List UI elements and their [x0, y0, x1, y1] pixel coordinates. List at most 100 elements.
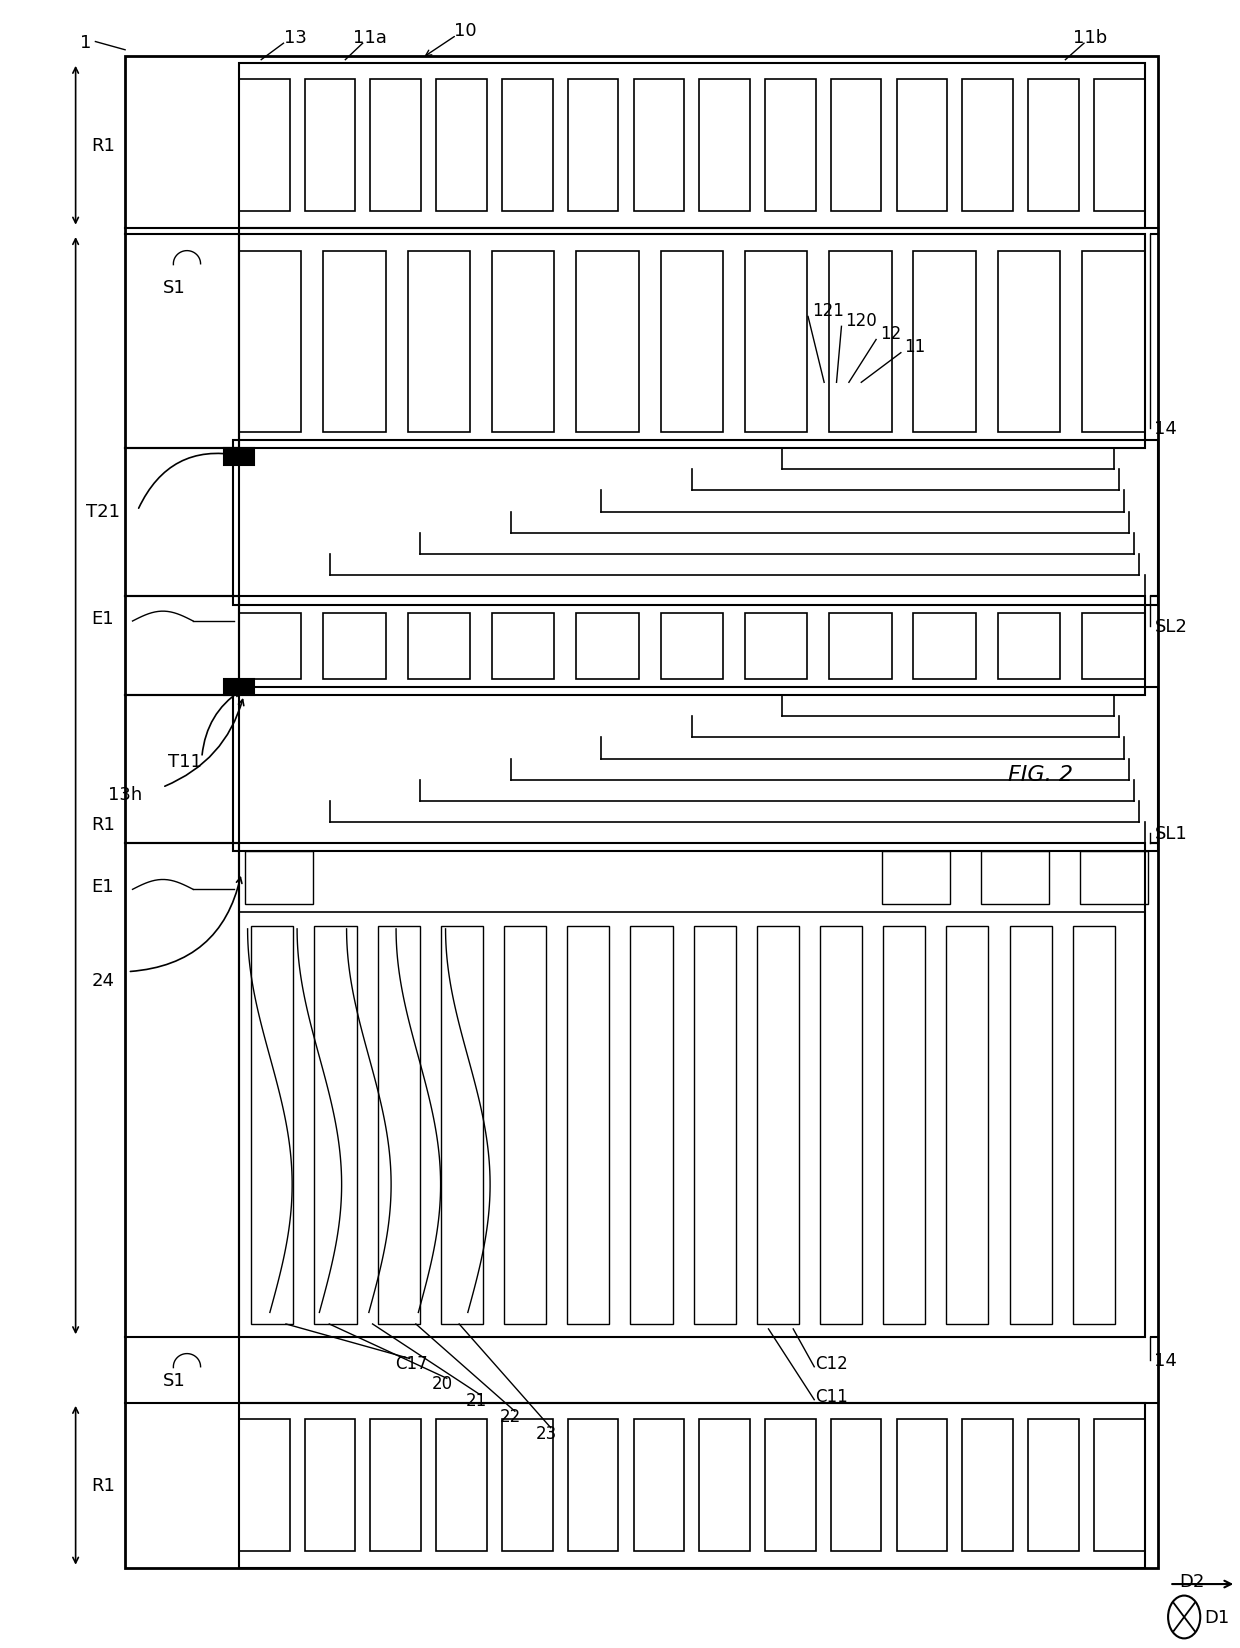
Text: T21: T21: [86, 503, 120, 521]
Bar: [239, 1419, 289, 1551]
Bar: [492, 252, 554, 432]
Bar: [1094, 1419, 1145, 1551]
Bar: [661, 252, 723, 432]
Text: 1: 1: [79, 33, 92, 51]
Text: S1: S1: [164, 279, 186, 297]
Text: SL2: SL2: [1154, 618, 1188, 636]
Text: 120: 120: [846, 311, 877, 330]
Bar: [502, 81, 553, 213]
Text: D2: D2: [1179, 1572, 1204, 1590]
Bar: [699, 81, 750, 213]
Bar: [568, 81, 619, 213]
Bar: [946, 926, 988, 1323]
Bar: [756, 926, 799, 1323]
Text: 14: 14: [1154, 420, 1177, 438]
Bar: [765, 81, 816, 213]
Bar: [1009, 926, 1052, 1323]
Text: C17: C17: [394, 1355, 428, 1373]
Bar: [502, 1419, 553, 1551]
Text: D1: D1: [1204, 1608, 1229, 1627]
Bar: [324, 252, 386, 432]
Bar: [568, 1419, 619, 1551]
Bar: [239, 844, 1145, 1337]
Text: E1: E1: [92, 610, 114, 628]
Bar: [252, 926, 294, 1323]
Bar: [233, 440, 1158, 605]
Text: R1: R1: [91, 1477, 115, 1495]
Bar: [1083, 252, 1145, 432]
Bar: [998, 252, 1060, 432]
Bar: [239, 236, 1145, 448]
Text: 12: 12: [880, 325, 901, 343]
Bar: [239, 81, 289, 213]
Bar: [436, 81, 487, 213]
Bar: [745, 252, 807, 432]
Bar: [693, 926, 735, 1323]
Bar: [371, 81, 422, 213]
Bar: [324, 613, 386, 679]
Bar: [830, 252, 892, 432]
Bar: [897, 1419, 947, 1551]
Bar: [831, 81, 882, 213]
Bar: [765, 1419, 816, 1551]
Text: C11: C11: [816, 1388, 848, 1406]
Bar: [897, 81, 947, 213]
Bar: [577, 613, 639, 679]
Text: S1: S1: [164, 1371, 186, 1389]
Bar: [503, 926, 546, 1323]
Bar: [239, 597, 1145, 695]
Bar: [577, 252, 639, 432]
Bar: [962, 1419, 1013, 1551]
Text: 11b: 11b: [1073, 28, 1107, 46]
Text: E1: E1: [92, 877, 114, 895]
Bar: [699, 1419, 750, 1551]
Bar: [830, 613, 892, 679]
Bar: [371, 1419, 422, 1551]
Bar: [436, 1419, 487, 1551]
Bar: [567, 926, 609, 1323]
Bar: [1080, 852, 1148, 905]
Text: 11: 11: [904, 338, 926, 356]
Bar: [125, 58, 1158, 1567]
Text: 11a: 11a: [353, 28, 387, 46]
Bar: [239, 64, 1145, 229]
Bar: [239, 252, 301, 432]
Bar: [962, 81, 1013, 213]
Bar: [630, 926, 672, 1323]
Bar: [239, 1402, 1145, 1567]
Bar: [661, 613, 723, 679]
Text: 121: 121: [812, 302, 843, 320]
Bar: [998, 613, 1060, 679]
Bar: [745, 613, 807, 679]
Bar: [305, 81, 356, 213]
Text: FIG. 2: FIG. 2: [1008, 765, 1073, 784]
Bar: [1094, 81, 1145, 213]
Text: 22: 22: [500, 1407, 521, 1426]
Bar: [246, 852, 314, 905]
Bar: [492, 613, 554, 679]
Bar: [408, 613, 470, 679]
Bar: [224, 448, 254, 465]
Bar: [883, 926, 925, 1323]
Text: R1: R1: [91, 137, 115, 155]
Text: T11: T11: [167, 753, 201, 771]
Bar: [914, 613, 976, 679]
Bar: [883, 852, 950, 905]
Bar: [914, 252, 976, 432]
Text: SL1: SL1: [1154, 826, 1187, 842]
Bar: [1073, 926, 1115, 1323]
Text: 13h: 13h: [108, 786, 143, 803]
Bar: [831, 1419, 882, 1551]
Text: 24: 24: [92, 971, 114, 989]
Bar: [233, 687, 1158, 852]
Bar: [1028, 1419, 1079, 1551]
Bar: [981, 852, 1049, 905]
Bar: [305, 1419, 356, 1551]
Bar: [441, 926, 484, 1323]
Text: 21: 21: [465, 1391, 486, 1409]
Bar: [1028, 81, 1079, 213]
Text: 10: 10: [454, 21, 476, 40]
Text: R1: R1: [91, 816, 115, 832]
Bar: [820, 926, 862, 1323]
Bar: [239, 613, 301, 679]
